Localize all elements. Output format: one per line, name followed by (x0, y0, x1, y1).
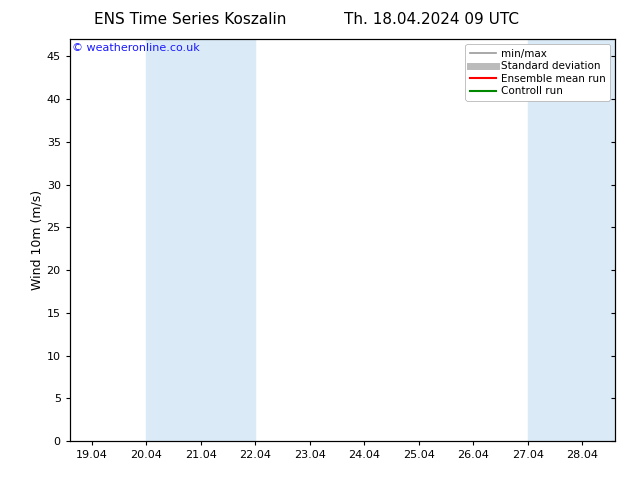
Bar (146, 39, 255, 441)
Text: ENS Time Series Koszalin: ENS Time Series Koszalin (94, 12, 287, 27)
Text: © weatheronline.co.uk: © weatheronline.co.uk (72, 43, 200, 53)
Y-axis label: Wind 10m (m/s): Wind 10m (m/s) (31, 190, 44, 290)
Legend: min/max, Standard deviation, Ensemble mean run, Controll run: min/max, Standard deviation, Ensemble me… (465, 45, 610, 100)
Bar (527, 39, 615, 441)
Text: Th. 18.04.2024 09 UTC: Th. 18.04.2024 09 UTC (344, 12, 519, 27)
